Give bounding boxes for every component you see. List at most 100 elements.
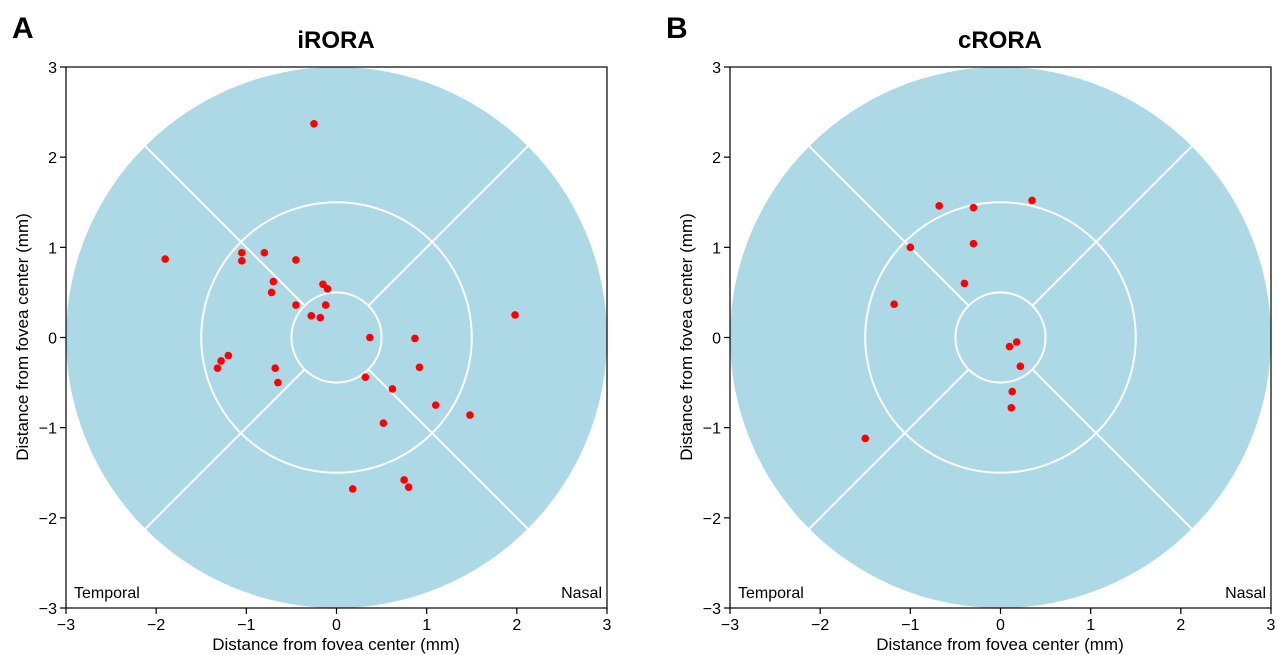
y-axis-label-b: Distance from fovea center (mm) [677,213,696,461]
data-point-a-25 [431,401,440,409]
data-point-a-12 [307,312,316,320]
sector-line-b-3 [1031,368,1193,530]
data-point-a-14 [366,333,374,342]
x-tick-label-a-0: −3 [57,617,75,634]
ring-a-0 [200,201,473,474]
data-point-a-23 [361,373,370,381]
data-point-b-9 [1016,362,1025,371]
x-axis-label-b: Distance from fovea center (mm) [876,635,1124,654]
data-point-a-17 [224,351,233,360]
data-point-a-20 [271,364,279,372]
x-axis-label-a: Distance from fovea center (mm) [212,635,460,654]
data-point-a-3 [238,257,246,265]
y-axis-label-a: Distance from fovea center (mm) [13,213,32,461]
data-point-a-26 [466,411,474,419]
panel-a: A iRORA −3 −2 −1 0 1 2 3 −3 −2 −1 0 1 2 3 Temporal Na… [12,12,612,654]
x-tick-label-b-1: −2 [811,617,829,634]
data-point-b-11 [1007,404,1016,412]
x-tick-label-a-3: 0 [332,617,341,634]
y-tick-label-b-4: 1 [712,240,721,257]
chart-title-a: iRORA [297,27,374,54]
x-tick-label-b-0: −3 [721,617,739,634]
data-point-b-4 [969,239,978,248]
data-point-a-15 [411,334,419,343]
data-point-a-1 [161,255,169,263]
data-point-b-2 [1028,196,1036,205]
data-point-a-0 [310,120,318,128]
retina-grid-a [66,67,607,608]
y-tick-label-a-5: 2 [48,150,57,167]
data-point-a-21 [274,378,282,387]
sector-line-a-1 [144,145,306,307]
y-tick-label-b-0: −3 [703,601,721,618]
annotation-nasal-a: Nasal [561,585,602,602]
data-point-a-29 [400,476,408,484]
data-point-a-18 [217,357,225,365]
y-tick-label-b-3: 0 [712,331,721,348]
x-tick-label-a-2: −1 [237,617,255,634]
points-a [161,120,519,493]
data-point-b-1 [969,203,978,212]
data-point-a-27 [379,419,388,427]
data-point-a-2 [238,248,246,257]
y-tick-label-b-1: −2 [703,511,721,528]
y-tick-label-a-6: 3 [48,60,57,77]
sector-line-b-0 [1031,145,1193,307]
data-point-a-19 [213,364,222,372]
data-point-a-24 [388,385,397,393]
x-tick-label-b-5: 2 [1176,617,1185,634]
data-point-b-0 [935,202,943,210]
retina-grid-b [730,67,1271,608]
panel-letter-b: B [666,12,688,45]
y-tick-label-a-4: 1 [48,240,57,257]
chart-title-b: cRORA [958,27,1042,54]
sector-line-a-3 [367,368,529,530]
data-point-a-11 [321,301,330,309]
data-point-b-8 [1005,342,1014,351]
ring-b-1 [954,291,1047,384]
annotation-temporal-b: Temporal [738,585,804,602]
points-b [861,196,1036,443]
data-point-a-16 [511,311,519,319]
data-point-a-10 [323,285,332,293]
x-tick-label-a-1: −2 [147,617,165,634]
panel-letter-a: A [12,12,34,45]
sector-line-b-2 [808,368,970,530]
data-point-a-30 [404,483,413,491]
data-point-a-7 [267,288,276,297]
sector-line-a-0 [367,145,529,307]
ticks-a: −3 −2 −1 0 1 2 3 −3 −2 −1 0 1 2 3 [39,60,612,634]
x-tick-label-b-3: 0 [996,617,1005,634]
annotation-temporal-a: Temporal [74,585,140,602]
data-point-b-6 [890,300,898,308]
y-tick-label-b-2: −1 [703,421,721,438]
y-tick-label-a-0: −3 [39,601,57,618]
data-point-a-6 [269,277,278,286]
data-point-b-7 [1012,338,1021,346]
x-tick-label-a-6: 3 [603,617,612,634]
x-tick-label-b-2: −1 [901,617,919,634]
data-point-a-4 [260,248,269,257]
panel-b: B cRORA −3 −2 −1 0 1 2 3 −3 −2 −1 0 1 2 3 Temporal Na… [666,12,1276,654]
x-tick-label-b-4: 1 [1086,617,1095,634]
sector-line-a-2 [144,368,306,530]
data-point-a-8 [292,301,300,309]
x-tick-label-a-5: 2 [512,617,521,634]
data-point-a-5 [292,256,300,264]
data-point-a-28 [348,485,357,493]
y-tick-label-a-3: 0 [48,331,57,348]
y-tick-label-a-2: −1 [39,421,57,438]
data-point-a-22 [415,363,424,372]
annotation-nasal-b: Nasal [1225,585,1266,602]
y-tick-label-b-5: 2 [712,150,721,167]
data-point-b-5 [960,279,969,288]
data-point-b-10 [1008,387,1017,396]
x-tick-label-b-6: 3 [1267,617,1276,634]
ticks-b: −3 −2 −1 0 1 2 3 −3 −2 −1 0 1 2 3 [703,60,1276,634]
y-tick-label-b-6: 3 [712,60,721,77]
y-tick-label-a-1: −2 [39,511,57,528]
data-point-b-3 [906,243,915,252]
sector-line-b-1 [808,145,970,307]
data-point-b-12 [861,434,870,443]
